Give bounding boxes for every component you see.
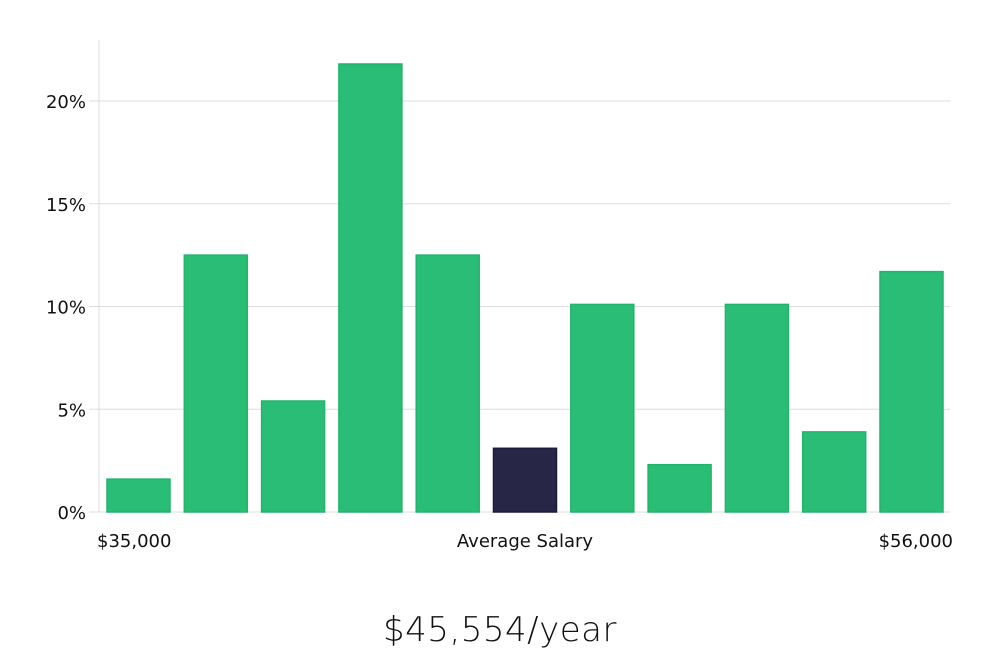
bar bbox=[338, 63, 403, 513]
y-tick-label: 20% bbox=[46, 92, 86, 113]
bar bbox=[724, 303, 790, 513]
x-label-center: Average Salary bbox=[457, 531, 594, 552]
bar bbox=[647, 463, 712, 513]
bar bbox=[183, 254, 249, 513]
y-tick-label: 10% bbox=[46, 298, 86, 319]
average-salary-value: $45,554/year bbox=[383, 610, 617, 650]
y-tick-label: 15% bbox=[46, 195, 86, 216]
bars bbox=[106, 63, 944, 513]
y-tick-label: 0% bbox=[57, 503, 86, 524]
bar bbox=[415, 254, 480, 513]
salary-histogram: 0% 5% 10% 15% 20% $35,000 Average Salary $56… bbox=[46, 40, 953, 552]
bar bbox=[260, 400, 326, 513]
y-tick-labels: 0% 5% 10% 15% 20% bbox=[46, 92, 86, 524]
bar bbox=[801, 431, 867, 513]
bar bbox=[879, 270, 944, 513]
x-label-max: $56,000 bbox=[879, 531, 953, 552]
x-label-min: $35,000 bbox=[97, 531, 171, 552]
bar bbox=[570, 303, 635, 513]
bar bbox=[106, 478, 171, 513]
bar-highlighted bbox=[492, 447, 558, 513]
y-tick-label: 5% bbox=[57, 400, 86, 421]
